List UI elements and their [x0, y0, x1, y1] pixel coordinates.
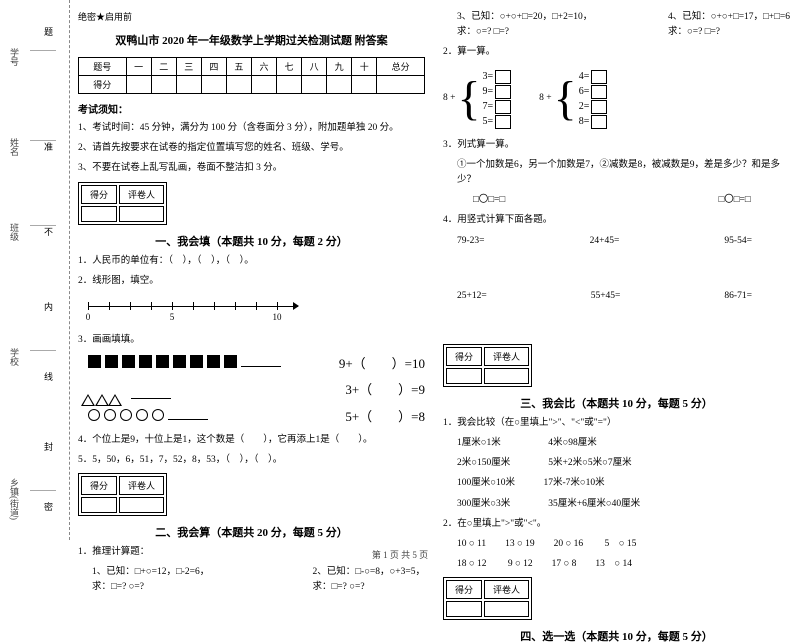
brace-label: 8 +	[443, 91, 455, 106]
q2-3: 3．列式算一算。	[443, 138, 790, 153]
q2-1-2b: 求：□=? ○=?	[313, 580, 425, 595]
compare-row: 300厘米○3米 35厘米+6厘米○40厘米	[457, 497, 790, 512]
eq: 3+（ ）=9	[345, 380, 425, 401]
notice-line: 1、考试时间：45 分钟，满分为 100 分（含卷面分 3 分），附加题单独 2…	[78, 121, 425, 136]
score-cell: 得分	[446, 347, 482, 366]
section-2-title: 二、我会算（本题共 20 分，每题 5 分）	[78, 524, 425, 540]
seal-char: 线	[44, 370, 53, 383]
eq: 9+（ ）=10	[339, 354, 425, 375]
seal-char: 密	[44, 500, 53, 513]
side-field	[30, 350, 56, 351]
q1-1: 1．人民币的单位有：（ ），（ ），（ ）。	[78, 254, 425, 269]
q2-1-2a: 2、已知：□-○=8，○+3=5，	[313, 565, 425, 580]
section-3-title: 三、我会比（本题共 10 分，每题 5 分）	[443, 395, 790, 411]
th: 八	[302, 58, 327, 76]
notice-line: 2、请首先按要求在试卷的指定位置填写您的姓名、班级、学号。	[78, 141, 425, 156]
th: 四	[201, 58, 226, 76]
seal-char: 不	[44, 225, 53, 238]
table-row: 题号 一 二 三 四 五 六 七 八 九 十 总分	[79, 58, 425, 76]
q2-1-1a: 1、已知：□+○=12，□-2=6，	[92, 565, 209, 580]
page-footer: 第 1 页 共 5 页	[0, 548, 800, 561]
q2-3-text: ①一个加数是6，另一个加数是7，②减数是8，被减数是9，差是多少？和是多少？	[457, 158, 790, 188]
th: 九	[327, 58, 352, 76]
brace-icon: {	[554, 77, 577, 120]
seal-char: 准	[44, 140, 53, 153]
score-grader-box: 得分 评卷人	[78, 473, 425, 519]
grader-cell: 评卷人	[119, 185, 164, 204]
q2-4: 4．用竖式计算下面各题。	[443, 213, 790, 228]
expr-box: □〇□=□	[473, 193, 505, 208]
th: 五	[226, 58, 251, 76]
confidential-label: 绝密★启用前	[78, 10, 425, 23]
brace-groups: 8 + { 3= 9= 7= 5= 8 + { 4= 6= 2= 8=	[443, 66, 790, 133]
score-cell: 得分	[81, 185, 117, 204]
seal-char: 内	[44, 300, 53, 313]
q3-1: 1．我会比较（在○里填上">"、"<"或"="）	[443, 416, 790, 431]
th: 总分	[377, 58, 425, 76]
th: 二	[151, 58, 176, 76]
score-grader-box: 得分 评卷人	[443, 577, 790, 623]
side-label-school: 学校	[8, 348, 21, 366]
score-grader-box: 得分 评卷人	[443, 344, 790, 390]
notice-line: 3、不要在试卷上乱写乱画，卷面不整洁扣 3 分。	[78, 161, 425, 176]
side-label-name: 姓名	[8, 138, 21, 156]
q2-1-1b: 求：□=? ○=?	[92, 580, 209, 595]
notice-title: 考试须知：	[78, 101, 425, 116]
score-grader-box: 得分 评卷人	[78, 182, 425, 228]
th: 一	[126, 58, 151, 76]
q2-1-4b: 求：○=? □=?	[668, 25, 790, 40]
side-label-id: 学号	[8, 48, 21, 66]
shape-row-2: 3+（ ）=9	[78, 380, 425, 402]
side-field	[30, 50, 56, 51]
compare-row: 100厘米○10米 17米-7米○10米	[457, 476, 790, 491]
score-cell: 得分	[81, 476, 117, 495]
seal-char: 题	[44, 25, 53, 38]
eq: 5+（ ）=8	[345, 407, 425, 428]
th: 十	[352, 58, 377, 76]
q2-1-3b: 求：○=? □=?	[457, 25, 592, 40]
table-row: 得分	[79, 76, 425, 94]
score-table: 题号 一 二 三 四 五 六 七 八 九 十 总分 得分	[78, 57, 425, 94]
q1-3: 3．画画填填。	[78, 333, 425, 348]
seal-char: 封	[44, 440, 53, 453]
th: 题号	[79, 58, 127, 76]
expr-box: □〇□=□	[719, 193, 751, 208]
side-label-class: 班级	[8, 223, 21, 241]
shape-row-1: 9+（ ）=10	[78, 353, 425, 375]
q2-1-4a: 4、已知：○+○+□=17，□+□=6	[668, 10, 790, 25]
grader-cell: 评卷人	[484, 580, 529, 599]
q1-5: 5．5，50，6，51，7，52，8，53，（ ），（ ）。	[78, 453, 425, 468]
th: 三	[176, 58, 201, 76]
compare-row: 1厘米○1米 4米○98厘米	[457, 436, 790, 451]
section-4-title: 四、选一选（本题共 10 分，每题 5 分）	[443, 628, 790, 644]
side-label-town: 乡镇(街道)	[8, 478, 21, 520]
th: 六	[251, 58, 276, 76]
q3-2: 2．在○里填上">"或"<"。	[443, 517, 790, 532]
q1-2: 2．线形图，填空。	[78, 274, 425, 289]
score-cell: 得分	[446, 580, 482, 599]
th: 七	[276, 58, 301, 76]
exam-title: 双鸭山市 2020 年一年级数学上学期过关检测试题 附答案	[78, 32, 425, 48]
brace-icon: {	[457, 77, 480, 120]
number-line: 0 5 10	[88, 296, 298, 326]
shape-row-3: 5+（ ）=8	[78, 407, 425, 428]
td: 得分	[79, 76, 127, 94]
brace-label: 8 +	[539, 91, 551, 106]
q1-4: 4．个位上是9，十位上是1，这个数是（ ），它再添上1是（ ）。	[78, 433, 425, 448]
grader-cell: 评卷人	[484, 347, 529, 366]
compare-row: 2米○150厘米 5米+2米○5米○7厘米	[457, 456, 790, 471]
q2-2: 2．算一算。	[443, 45, 790, 60]
q2-1-3a: 3、已知：○+○+□=20，□+2=10，	[457, 10, 592, 25]
section-1-title: 一、我会填（本题共 10 分，每题 2 分）	[78, 233, 425, 249]
binding-sidebar: 学号 题 姓名 准 班级 不 内 学校 线 封 乡镇(街道) 密	[0, 0, 70, 540]
side-field	[30, 490, 56, 491]
grader-cell: 评卷人	[119, 476, 164, 495]
